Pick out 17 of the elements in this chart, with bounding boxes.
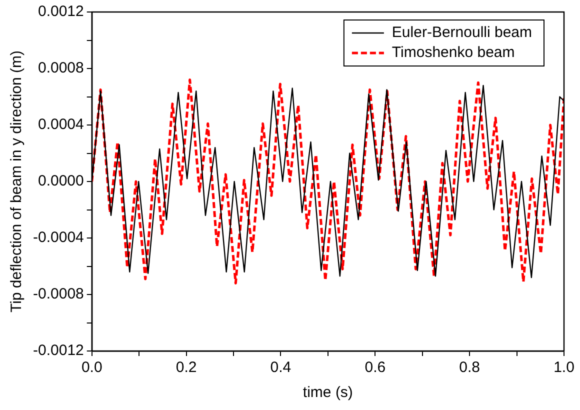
y-axis-title: Tip deflection of beam in y direction (m)	[8, 50, 26, 313]
y-tick-label: -0.0004	[33, 229, 84, 246]
x-tick-label: 0.4	[270, 359, 292, 376]
y-tick-label: 0.0012	[38, 3, 84, 20]
y-tick-label: -0.0012	[33, 342, 84, 360]
legend-label: Euler-Bernoulli beam	[392, 24, 532, 42]
x-tick-label: 1.0	[554, 359, 574, 376]
y-tick-label: 0.0004	[38, 116, 84, 134]
x-axis-title: time (s)	[302, 384, 353, 402]
x-tick-label: 0.6	[364, 359, 386, 376]
x-tick-label: 0.8	[459, 359, 480, 376]
y-tick-label: 0.0008	[38, 60, 84, 77]
y-tick-label: 0.0000	[38, 172, 84, 190]
x-tick-label: 0.2	[176, 359, 197, 376]
legend-label: Timoshenko beam	[392, 44, 515, 62]
y-tick-label: -0.0008	[33, 286, 84, 303]
x-tick-label: 0.0	[81, 359, 102, 376]
